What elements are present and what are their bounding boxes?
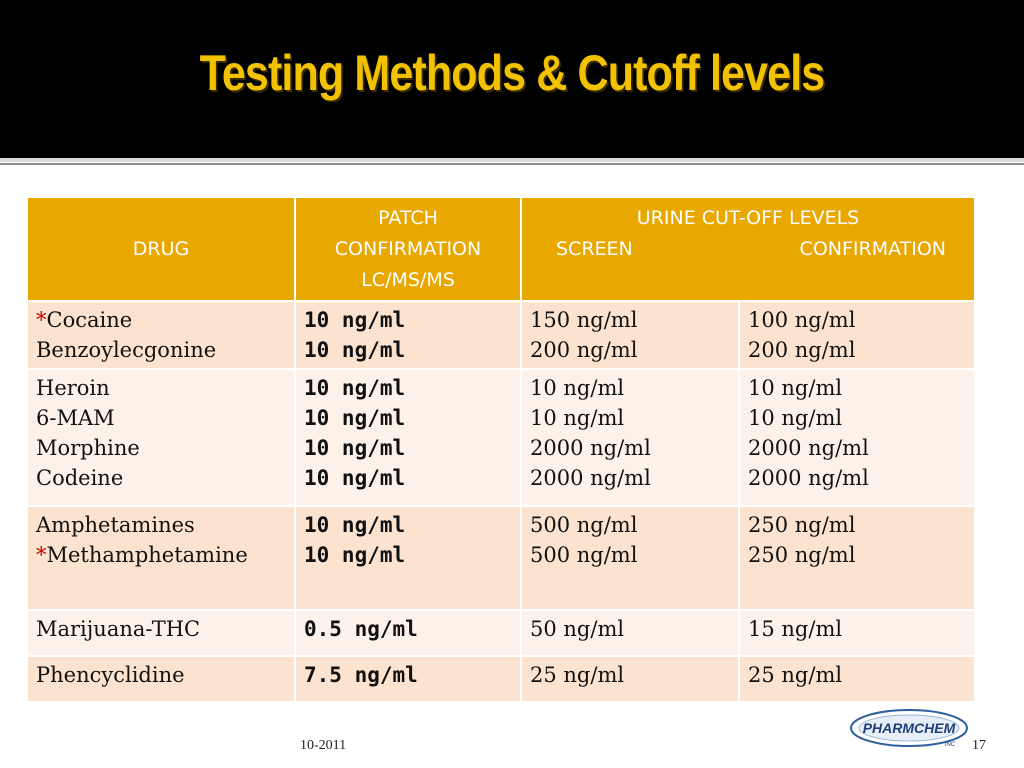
patch-value: 0.5 ng/ml (304, 617, 418, 641)
screen-cell: 50 ng/ml (520, 609, 740, 657)
title-band (0, 0, 1024, 158)
confirmation-cell: 15 ng/ml (737, 609, 977, 657)
confirmation-value: 25 ng/ml (748, 663, 843, 687)
pharmchem-logo: PHARMCHEM INC (850, 709, 968, 748)
drug-name: Codeine (36, 466, 124, 490)
confirmation-value: 200 ng/ml (748, 338, 856, 362)
screen-value: 2000 ng/ml (530, 436, 651, 460)
logo-swoosh-inner (858, 714, 960, 742)
title-divider (0, 158, 1024, 162)
table-row: Marijuana-THC 0.5 ng/ml 50 ng/ml 15 ng/m… (26, 609, 977, 657)
patch-value: 10 ng/ml (304, 543, 406, 567)
patch-value: 10 ng/ml (304, 406, 406, 430)
screen-value: 25 ng/ml (530, 663, 625, 687)
logo-subtext: INC (945, 742, 956, 748)
drug-cell: Heroin 6-MAM Morphine Codeine (26, 368, 296, 507)
confirmation-cell: 10 ng/ml 10 ng/ml 2000 ng/ml 2000 ng/ml (737, 368, 977, 507)
drug-cell: Phencyclidine (26, 655, 296, 703)
screen-cell: 150 ng/ml 200 ng/ml (520, 300, 740, 370)
asterisk-mark: * (36, 543, 47, 567)
confirmation-value: 15 ng/ml (748, 617, 843, 641)
header-drug: DRUG (26, 196, 296, 302)
patch-cell: 7.5 ng/ml (294, 655, 522, 703)
screen-value: 2000 ng/ml (530, 466, 651, 490)
drug-cell: Amphetamines *Methamphetamine (26, 505, 296, 611)
logo-swoosh (850, 709, 968, 747)
header-patch-line: CONFIRMATION (334, 237, 482, 260)
patch-cell: 10 ng/ml 10 ng/ml 10 ng/ml 10 ng/ml (294, 368, 522, 507)
confirmation-value: 250 ng/ml (748, 543, 856, 567)
logo-text: PHARMCHEM (863, 720, 956, 736)
asterisk-mark: * (36, 308, 47, 332)
table-header-row: DRUG PATCH CONFIRMATION LC/MS/MS URINE C… (26, 196, 977, 302)
header-urine-confirmation: CONFIRMATION (799, 237, 947, 260)
header-urine: URINE CUT-OFF LEVELS SCREEN CONFIRMATION (519, 196, 977, 302)
confirmation-cell: 100 ng/ml 200 ng/ml (737, 300, 977, 370)
drug-name: Amphetamines (36, 513, 195, 537)
confirmation-value: 10 ng/ml (748, 376, 843, 400)
drug-name: Heroin (36, 376, 110, 400)
drug-cell: Marijuana-THC (26, 609, 296, 657)
patch-value: 10 ng/ml (304, 436, 406, 460)
drug-name: Benzoylecgonine (36, 338, 217, 362)
table-row: Heroin 6-MAM Morphine Codeine 10 ng/ml 1… (26, 368, 977, 507)
table-row: Phencyclidine 7.5 ng/ml 25 ng/ml 25 ng/m… (26, 655, 977, 703)
confirmation-cell: 25 ng/ml (737, 655, 977, 703)
drug-name: Phencyclidine (36, 663, 185, 687)
patch-value: 7.5 ng/ml (304, 663, 418, 687)
drug-name: Morphine (36, 436, 140, 460)
patch-value: 10 ng/ml (304, 466, 406, 490)
confirmation-value: 250 ng/ml (748, 513, 856, 537)
screen-cell: 10 ng/ml 10 ng/ml 2000 ng/ml 2000 ng/ml (520, 368, 740, 507)
confirmation-cell: 250 ng/ml 250 ng/ml (737, 505, 977, 611)
page-number: 17 (972, 738, 986, 753)
patch-value: 10 ng/ml (304, 513, 406, 537)
patch-cell: 10 ng/ml 10 ng/ml (294, 505, 522, 611)
slide-title: Testing Methods & Cutoff levels (199, 45, 826, 101)
screen-value: 150 ng/ml (530, 308, 638, 332)
screen-value: 10 ng/ml (530, 406, 625, 430)
drug-cell: *Cocaine Benzoylecgonine (26, 300, 296, 370)
table-row: *Cocaine Benzoylecgonine 10 ng/ml 10 ng/… (26, 300, 977, 370)
cutoff-table: DRUG PATCH CONFIRMATION LC/MS/MS URINE C… (26, 196, 977, 703)
footer-date: 10-2011 (300, 738, 347, 753)
header-patch: PATCH CONFIRMATION LC/MS/MS (294, 196, 522, 302)
screen-value: 10 ng/ml (530, 376, 625, 400)
header-urine-title: URINE CUT-OFF LEVELS (636, 206, 860, 229)
header-patch-line: PATCH (378, 206, 438, 229)
patch-cell: 0.5 ng/ml (294, 609, 522, 657)
screen-value: 500 ng/ml (530, 513, 638, 537)
screen-cell: 500 ng/ml 500 ng/ml (520, 505, 740, 611)
drug-name: *Methamphetamine (36, 543, 248, 567)
confirmation-value: 2000 ng/ml (748, 436, 869, 460)
patch-cell: 10 ng/ml 10 ng/ml (294, 300, 522, 370)
confirmation-value: 2000 ng/ml (748, 466, 869, 490)
screen-cell: 25 ng/ml (520, 655, 740, 703)
title-divider-shadow (0, 163, 1024, 165)
patch-value: 10 ng/ml (304, 308, 406, 332)
confirmation-value: 10 ng/ml (748, 406, 843, 430)
drug-name: *Cocaine (36, 308, 133, 332)
confirmation-value: 100 ng/ml (748, 308, 856, 332)
patch-value: 10 ng/ml (304, 376, 406, 400)
screen-value: 500 ng/ml (530, 543, 638, 567)
header-urine-screen: SCREEN (556, 237, 633, 260)
screen-value: 200 ng/ml (530, 338, 638, 362)
header-patch-line: LC/MS/MS (361, 268, 455, 291)
drug-name: 6-MAM (36, 406, 115, 430)
screen-value: 50 ng/ml (530, 617, 625, 641)
patch-value: 10 ng/ml (304, 338, 406, 362)
drug-name: Marijuana-THC (36, 617, 201, 641)
table-row: Amphetamines *Methamphetamine 10 ng/ml 1… (26, 505, 977, 611)
